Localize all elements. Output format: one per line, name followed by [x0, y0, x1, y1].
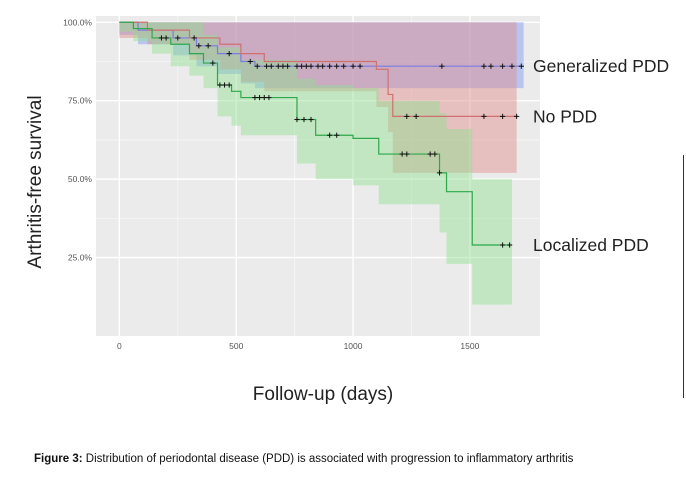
censor-mark — [500, 113, 506, 119]
censor-mark — [341, 63, 347, 69]
censor-mark — [158, 35, 165, 41]
censor-mark — [275, 63, 281, 69]
y-tick-label: 50.0% — [68, 174, 93, 184]
censor-mark — [404, 151, 410, 157]
censor-mark — [481, 113, 487, 119]
censor-mark — [299, 63, 305, 69]
censor-mark — [404, 113, 410, 119]
side-rule — [683, 155, 684, 398]
censor-mark — [413, 113, 419, 119]
censor-mark — [196, 43, 202, 49]
series-labels: Generalized PDD No PDD Localized PDD — [533, 56, 669, 255]
censor-mark — [432, 151, 438, 157]
censor-mark — [327, 63, 333, 69]
censor-mark — [294, 116, 300, 123]
censor-mark — [320, 63, 326, 69]
censor-mark — [334, 132, 340, 138]
censor-mark — [256, 94, 263, 101]
censor-mark — [436, 170, 443, 176]
censor-mark — [252, 94, 258, 101]
censor-mark — [280, 63, 286, 69]
censor-mark — [334, 63, 340, 69]
censor-mark — [301, 116, 307, 123]
censor-mark — [357, 63, 363, 69]
censor-mark — [308, 63, 314, 69]
caption-label: Figure 3: — [34, 453, 83, 465]
censor-mark — [427, 151, 433, 157]
censor-mark — [514, 113, 520, 119]
censor-mark — [315, 63, 321, 69]
x-tick-label: 500 — [229, 341, 243, 351]
censor-mark — [226, 51, 232, 57]
confidence-band — [119, 22, 512, 305]
censor-mark — [191, 35, 197, 41]
censor-mark — [163, 35, 169, 41]
survival-line — [119, 21, 512, 246]
censor-mark — [439, 63, 445, 69]
censor-mark — [247, 58, 253, 65]
grid-lines — [96, 16, 540, 336]
censor-mark — [266, 94, 272, 101]
censor-mark — [254, 63, 260, 69]
censor-mark — [350, 63, 356, 69]
x-tick-label: 0 — [117, 341, 122, 351]
censor-mark — [399, 151, 405, 157]
censor-marks — [158, 35, 524, 248]
x-axis-label: Follow-up (days) — [253, 384, 393, 405]
censor-mark — [509, 63, 515, 69]
series-label: Generalized PDD — [533, 56, 669, 76]
censor-mark — [518, 63, 524, 69]
y-axis-label: Arthritis-free survival — [25, 95, 46, 268]
figure-caption: Figure 3: Distribution of periodontal di… — [34, 452, 674, 466]
series-label: Localized PDD — [533, 235, 649, 255]
censor-mark — [303, 63, 309, 69]
censor-mark — [210, 60, 216, 66]
censor-mark — [308, 116, 314, 123]
caption-text: Distribution of periodontal disease (PDD… — [82, 453, 574, 465]
censor-mark — [175, 35, 181, 41]
plot-panel — [96, 16, 540, 336]
censor-mark — [268, 63, 274, 69]
censor-mark — [327, 132, 333, 138]
axis-ticks: 0 500 1000 1500 25.0% 50.0% 75.0% 100.0% — [63, 17, 479, 351]
censor-mark — [294, 63, 300, 69]
censor-mark — [263, 63, 270, 69]
censor-mark — [500, 242, 506, 248]
censor-mark — [261, 94, 267, 101]
censor-mark — [481, 63, 487, 69]
censor-mark — [488, 63, 494, 69]
x-tick-label: 1500 — [460, 341, 479, 351]
censor-mark — [226, 82, 232, 88]
censor-mark — [507, 242, 513, 248]
y-tick-label: 25.0% — [68, 253, 93, 263]
censor-mark — [205, 43, 211, 49]
confidence-band — [119, 22, 517, 173]
x-tick-label: 1000 — [344, 341, 363, 351]
y-tick-label: 75.0% — [68, 96, 93, 106]
censor-mark — [500, 63, 506, 69]
survival-line — [119, 21, 517, 117]
series-label: No PDD — [533, 106, 597, 126]
censor-mark — [285, 63, 291, 69]
censor-mark — [221, 82, 228, 88]
y-tick-label: 100.0% — [63, 17, 92, 27]
censor-mark — [217, 82, 223, 88]
